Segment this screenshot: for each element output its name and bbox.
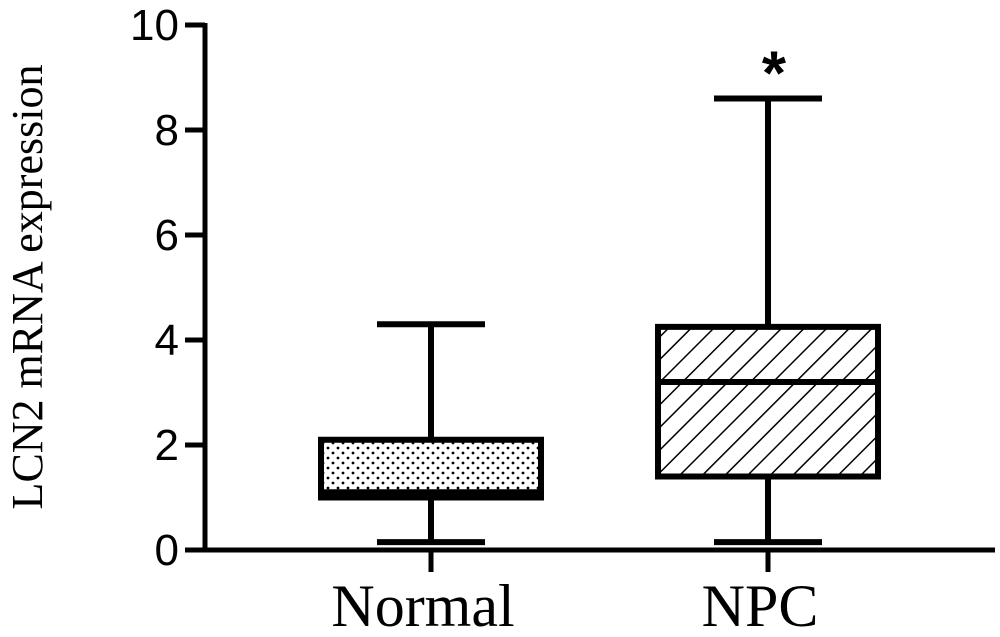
iqr-box	[655, 323, 881, 480]
y-axis-label: LCN2 mRNA expression	[3, 65, 52, 510]
y-tick-label: 8	[155, 106, 179, 155]
y-tick-label: 6	[155, 211, 179, 260]
x-axis: Normal NPC	[203, 547, 995, 637]
y-tick-label: 4	[155, 316, 179, 365]
box-series: *	[318, 40, 881, 546]
significance-marker: *	[762, 40, 787, 109]
iqr-box	[318, 436, 544, 501]
y-tick-label: 10	[130, 1, 179, 50]
y-tick-label: 2	[155, 421, 179, 470]
y-tick-label: 0	[155, 526, 179, 575]
x-tick-label: Normal	[331, 573, 514, 637]
y-axis: 0 2 4 6 8 10	[130, 1, 208, 575]
box-normal	[318, 321, 544, 546]
x-tick-label: NPC	[702, 573, 819, 637]
box-npc: *	[655, 40, 881, 546]
